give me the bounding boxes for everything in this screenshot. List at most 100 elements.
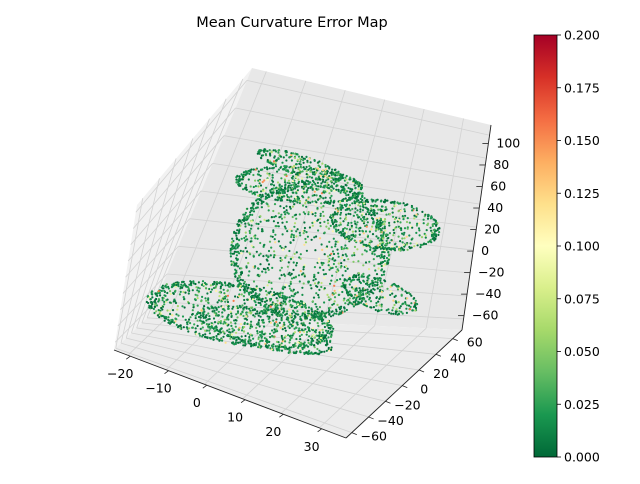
data-point [245, 256, 248, 259]
data-point [247, 286, 250, 289]
data-point [278, 187, 281, 190]
data-point [393, 303, 396, 307]
data-point [320, 312, 323, 315]
data-point [301, 305, 304, 309]
data-point [331, 230, 334, 233]
data-point [318, 306, 321, 309]
data-point [298, 327, 301, 330]
data-point [154, 292, 157, 295]
data-point [175, 283, 178, 287]
data-point [284, 187, 287, 190]
data-point [165, 299, 168, 302]
data-point [415, 215, 418, 218]
data-point [284, 173, 288, 176]
data-point [325, 245, 329, 248]
data-point [358, 191, 361, 194]
data-point [216, 301, 219, 304]
data-point [264, 297, 267, 300]
data-point [345, 199, 348, 202]
data-point [281, 161, 284, 164]
data-point [270, 348, 273, 351]
z-tick-label: 40 [487, 200, 503, 215]
y-tick [368, 416, 374, 420]
data-point [236, 277, 239, 280]
data-point [380, 303, 383, 306]
data-point [217, 320, 220, 324]
data-point [406, 297, 409, 300]
data-point [355, 296, 358, 299]
data-point [274, 241, 277, 244]
data-point [240, 173, 243, 176]
data-point [229, 247, 232, 250]
data-point [280, 258, 283, 262]
data-point [300, 333, 303, 336]
data-point [338, 200, 342, 204]
data-point [351, 207, 354, 211]
data-point [424, 213, 427, 216]
data-point [268, 174, 271, 177]
data-point [391, 309, 394, 312]
data-point [281, 233, 284, 236]
data-point [301, 312, 304, 315]
data-point [262, 311, 265, 314]
data-point [383, 255, 386, 258]
data-point [278, 194, 281, 197]
data-point [153, 300, 156, 303]
data-point [343, 247, 346, 250]
data-point [362, 216, 365, 219]
data-point [382, 237, 385, 240]
data-point [303, 330, 306, 334]
data-point [366, 288, 369, 291]
data-point [290, 315, 293, 318]
data-point [291, 256, 294, 259]
data-point [336, 210, 340, 213]
data-point [399, 202, 402, 205]
data-point [172, 300, 175, 303]
data-point [361, 205, 365, 208]
data-point [345, 237, 348, 240]
data-point [353, 245, 357, 248]
data-point [259, 241, 262, 245]
data-point [381, 221, 384, 224]
data-point [370, 204, 373, 207]
data-point [332, 204, 335, 207]
data-point [411, 226, 414, 229]
data-point [375, 228, 378, 231]
data-point [187, 286, 190, 289]
y-tick-label: −40 [377, 413, 403, 428]
data-point [326, 181, 329, 184]
data-point [318, 313, 321, 316]
data-point [289, 186, 292, 189]
data-point [296, 189, 299, 192]
data-point [276, 340, 279, 343]
data-point [430, 241, 433, 244]
data-point [422, 222, 425, 225]
data-point [279, 155, 282, 158]
data-point [402, 202, 405, 205]
data-point [236, 307, 239, 310]
grid-line [120, 246, 179, 310]
data-point [297, 300, 300, 303]
data-point [393, 231, 396, 234]
data-point [299, 338, 302, 341]
data-point [292, 321, 295, 324]
data-point [244, 225, 247, 228]
data-point [358, 298, 361, 301]
data-point [283, 211, 286, 214]
data-point [357, 278, 360, 281]
data-point [364, 199, 367, 202]
data-point [248, 229, 251, 233]
data-point [307, 327, 311, 330]
data-point [273, 308, 277, 311]
data-point [289, 241, 292, 244]
data-point [362, 272, 365, 275]
data-point [374, 249, 377, 252]
data-point [335, 310, 338, 313]
data-point [260, 299, 263, 302]
data-point [390, 239, 393, 242]
data-point [171, 320, 174, 323]
data-point [282, 188, 285, 191]
data-point [350, 224, 353, 227]
data-point [184, 318, 187, 321]
pane-floor [114, 315, 462, 438]
